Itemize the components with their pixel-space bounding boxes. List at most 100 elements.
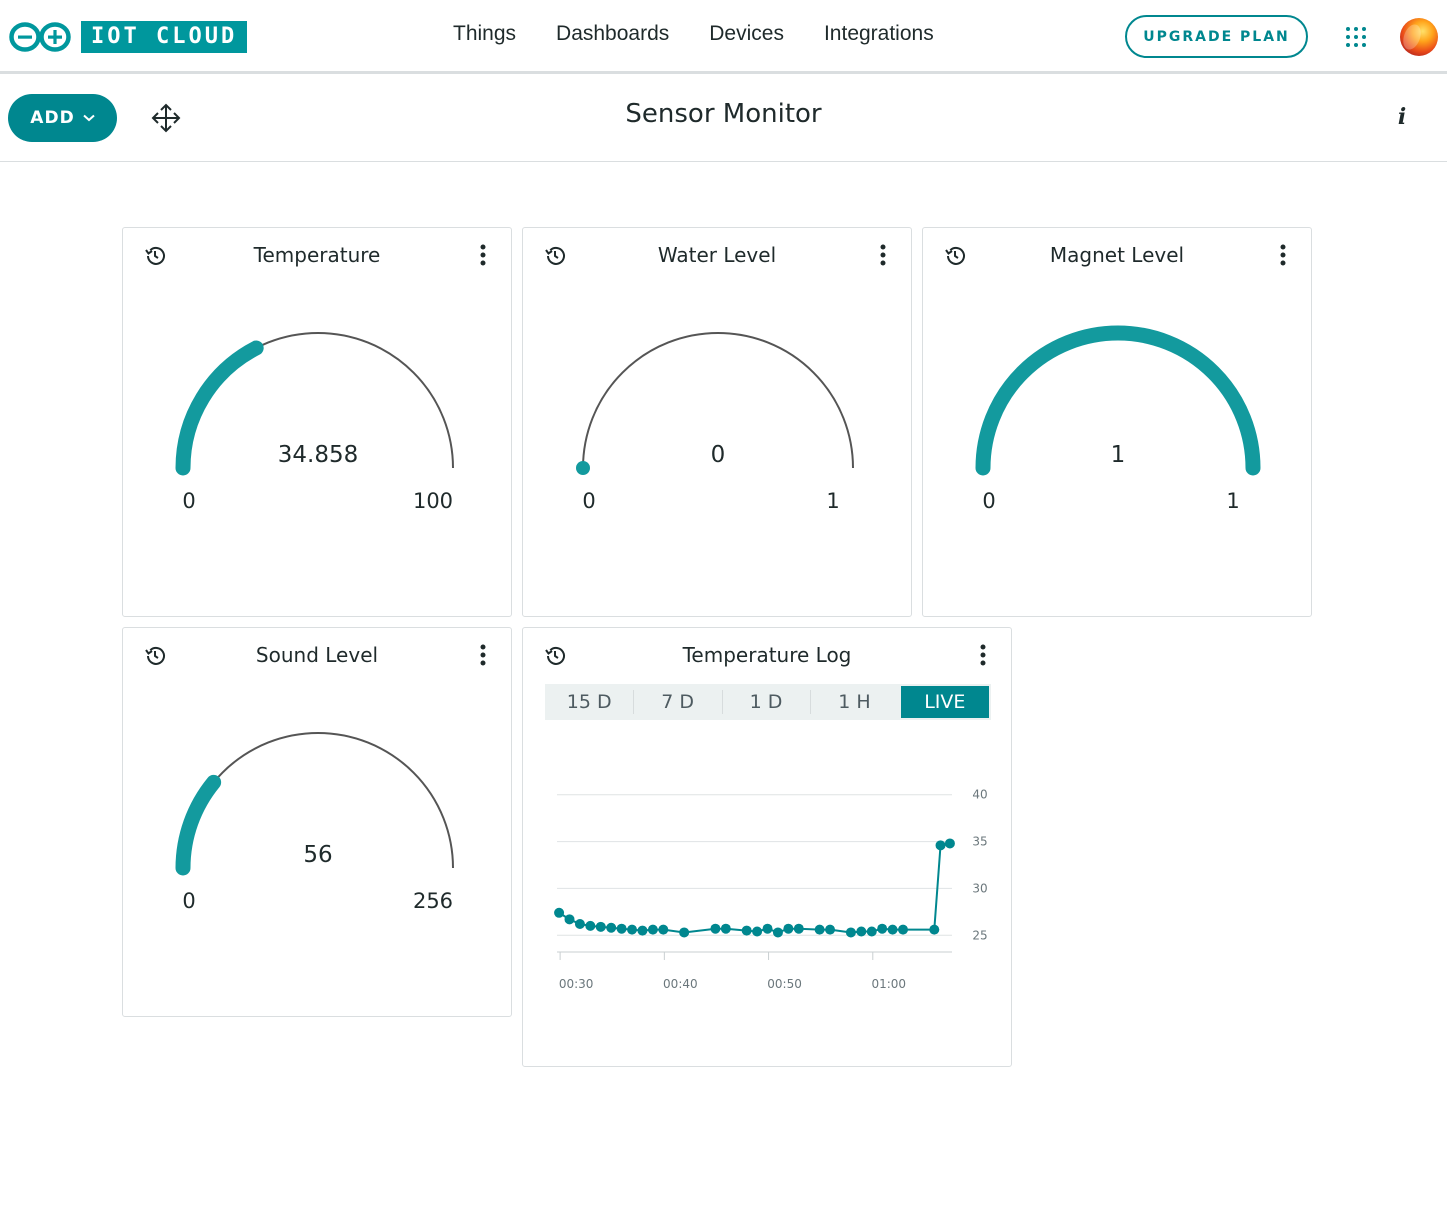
data-point	[616, 923, 627, 934]
top-navigation-bar: IOT CLOUD Things Dashboards Devices Inte…	[0, 0, 1447, 74]
history-icon[interactable]	[143, 644, 167, 668]
chevron-down-icon	[83, 114, 95, 122]
arrange-move-icon[interactable]	[151, 103, 181, 133]
y-tick-label: 35	[972, 835, 987, 849]
dashboard-toolbar: ADD Sensor Monitor i	[0, 77, 1447, 162]
dashboard-title: Sensor Monitor	[625, 99, 822, 129]
arduino-infinity-icon	[9, 22, 71, 52]
gauge: 34.858 0 100	[175, 332, 454, 513]
data-point	[825, 924, 836, 935]
data-point	[741, 925, 752, 936]
y-tick-label: 40	[972, 788, 987, 802]
gauge-value: 0	[711, 442, 726, 468]
chart-widget-temperature-log[interactable]: Temperature Log 15 D 7 D 1 D 1 H LIVE 25…	[522, 627, 1012, 1067]
data-point	[929, 924, 940, 935]
data-point	[574, 919, 585, 930]
temperature-line-chart: 25 30 35 40 00:30 00:40 00:50 01:00	[554, 788, 988, 991]
gauge-min-label: 0	[182, 489, 195, 513]
tab-15d[interactable]: 15 D	[566, 691, 612, 713]
gauge-value: 34.858	[278, 442, 358, 468]
data-point	[564, 914, 575, 925]
data-point	[627, 924, 638, 935]
brand-logo[interactable]: IOT CLOUD	[8, 20, 248, 54]
nav-things[interactable]: Things	[453, 22, 517, 45]
data-point	[845, 927, 856, 938]
data-point	[877, 923, 888, 934]
data-point	[814, 924, 825, 935]
data-point	[856, 926, 867, 937]
gauge-min-label: 0	[982, 489, 995, 513]
gauge: 1 0 1	[975, 325, 1261, 513]
nav-dashboards[interactable]: Dashboards	[556, 22, 670, 45]
data-point	[679, 927, 690, 938]
tab-7d[interactable]: 7 D	[633, 684, 721, 720]
add-widget-button[interactable]: ADD	[8, 94, 117, 142]
info-icon[interactable]: i	[1397, 104, 1407, 130]
x-tick-label: 00:40	[663, 977, 698, 991]
more-options-icon[interactable]	[479, 244, 487, 266]
data-point	[898, 924, 909, 935]
gauge-max-label: 1	[826, 489, 839, 513]
history-icon[interactable]	[943, 244, 967, 268]
logo-text: IOT CLOUD	[81, 21, 248, 53]
y-tick-label: 30	[972, 881, 987, 895]
data-point	[606, 922, 617, 933]
history-icon[interactable]	[543, 244, 567, 268]
data-point	[637, 925, 648, 936]
gauge-pointer	[576, 461, 590, 475]
more-options-icon[interactable]	[479, 644, 487, 666]
data-point	[772, 927, 783, 938]
x-tick-label: 01:00	[871, 977, 906, 991]
tab-live[interactable]: LIVE	[900, 686, 990, 718]
user-avatar[interactable]	[1400, 18, 1438, 56]
data-point	[710, 923, 721, 934]
data-point	[887, 924, 898, 935]
main-nav: Things Dashboards Devices Integrations	[453, 22, 974, 46]
gauge: 0 0 1	[576, 332, 854, 513]
upgrade-plan-button[interactable]: UPGRADE PLAN	[1125, 15, 1308, 58]
y-tick-label: 25	[972, 928, 987, 942]
data-point	[866, 926, 877, 937]
more-options-icon[interactable]	[879, 244, 887, 266]
gauge-track	[582, 332, 854, 469]
data-point	[585, 920, 596, 931]
time-range-tabs: 15 D 7 D 1 D 1 H LIVE	[545, 684, 991, 720]
widget-title: Temperature Log	[682, 643, 852, 667]
gauge-max-label: 100	[413, 489, 453, 513]
tab-1h[interactable]: 1 H	[810, 684, 898, 720]
data-point	[720, 923, 731, 934]
data-point	[762, 923, 773, 934]
add-button-label: ADD	[30, 108, 75, 128]
x-tick-label: 00:30	[559, 977, 594, 991]
gauge-value: 1	[1111, 442, 1126, 468]
gauge-fill	[975, 325, 1261, 476]
gauge-widget-temperature[interactable]: 34.858 0 100 Temperature	[122, 227, 512, 617]
gauge-widget-sound-level[interactable]: 56 0 256 Sound Level	[122, 627, 512, 1017]
more-options-icon[interactable]	[979, 644, 987, 666]
apps-grid-icon[interactable]	[1345, 26, 1367, 48]
more-options-icon[interactable]	[1279, 244, 1287, 266]
gauge-min-label: 0	[182, 889, 195, 913]
nav-devices[interactable]: Devices	[709, 22, 784, 45]
data-point	[935, 840, 946, 851]
history-icon[interactable]	[543, 644, 567, 668]
data-point	[554, 907, 565, 918]
data-point	[658, 924, 669, 935]
nav-integrations[interactable]: Integrations	[823, 22, 934, 45]
gauge-value: 56	[303, 842, 332, 868]
gauge-max-label: 256	[413, 889, 453, 913]
x-tick-label: 00:50	[767, 977, 802, 991]
data-point	[752, 926, 763, 937]
gauge-min-label: 0	[582, 489, 595, 513]
data-point	[783, 923, 794, 934]
data-point	[944, 838, 955, 849]
history-icon[interactable]	[143, 244, 167, 268]
data-point	[647, 924, 658, 935]
tab-1d[interactable]: 1 D	[721, 684, 810, 720]
gauge-fill	[175, 774, 222, 876]
gauge-fill	[175, 340, 264, 476]
gauge-max-label: 1	[1226, 489, 1239, 513]
data-point	[595, 921, 606, 932]
